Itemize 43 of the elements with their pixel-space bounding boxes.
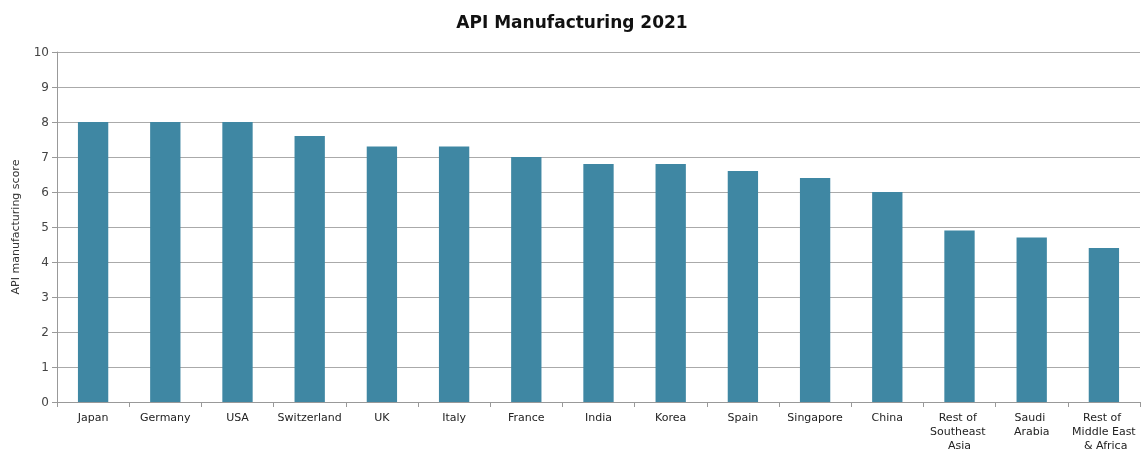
y-tick-label: 8	[41, 115, 49, 129]
x-tick-label: USA	[226, 410, 250, 424]
x-tick-label: Singapore	[787, 410, 844, 424]
bar	[150, 122, 181, 402]
bar	[1088, 248, 1120, 402]
y-tick-label: 6	[41, 185, 49, 199]
x-tick-label: Italy	[442, 410, 467, 424]
y-axis-title: API manufacturing score	[9, 159, 22, 295]
bar	[511, 157, 542, 402]
x-tick-label: China	[871, 410, 904, 424]
y-tick-label: 4	[41, 255, 49, 269]
x-tick-label: Germany	[140, 410, 192, 424]
bar	[222, 122, 253, 402]
bar	[294, 136, 325, 402]
x-tick-label: India	[585, 410, 612, 424]
y-tick-label: 9	[41, 80, 49, 94]
bar	[366, 146, 398, 402]
x-tick-label: Switzerland	[277, 410, 342, 424]
x-tick-label: Saudi Arabia	[1013, 410, 1050, 438]
y-tick-label: 0	[41, 395, 49, 409]
bar	[944, 230, 975, 402]
bar	[77, 122, 109, 402]
chart-title: API Manufacturing 2021	[456, 11, 688, 32]
y-tick-label: 1	[41, 360, 49, 374]
bar	[872, 192, 903, 402]
y-tick-label: 3	[41, 290, 49, 304]
y-tick-label: 2	[41, 325, 49, 339]
bar	[583, 164, 614, 402]
x-tick-label: France	[508, 410, 545, 424]
x-tick-label: UK	[374, 410, 391, 424]
y-tick-label: 10	[33, 45, 49, 59]
x-tick-label: Spain	[727, 410, 759, 424]
bar	[727, 171, 759, 402]
y-tick-label: 5	[41, 220, 49, 234]
y-tick-label: 7	[41, 150, 49, 164]
x-tick-label: Rest of Southeast Asia	[929, 410, 990, 452]
bar	[799, 178, 831, 402]
bar	[655, 164, 686, 402]
bar	[438, 146, 470, 402]
x-tick-label: Rest of Middle East & Africa	[1072, 410, 1137, 452]
x-tick-label: Japan	[76, 410, 109, 424]
bar	[1016, 237, 1047, 402]
x-tick-label: Korea	[655, 410, 687, 424]
